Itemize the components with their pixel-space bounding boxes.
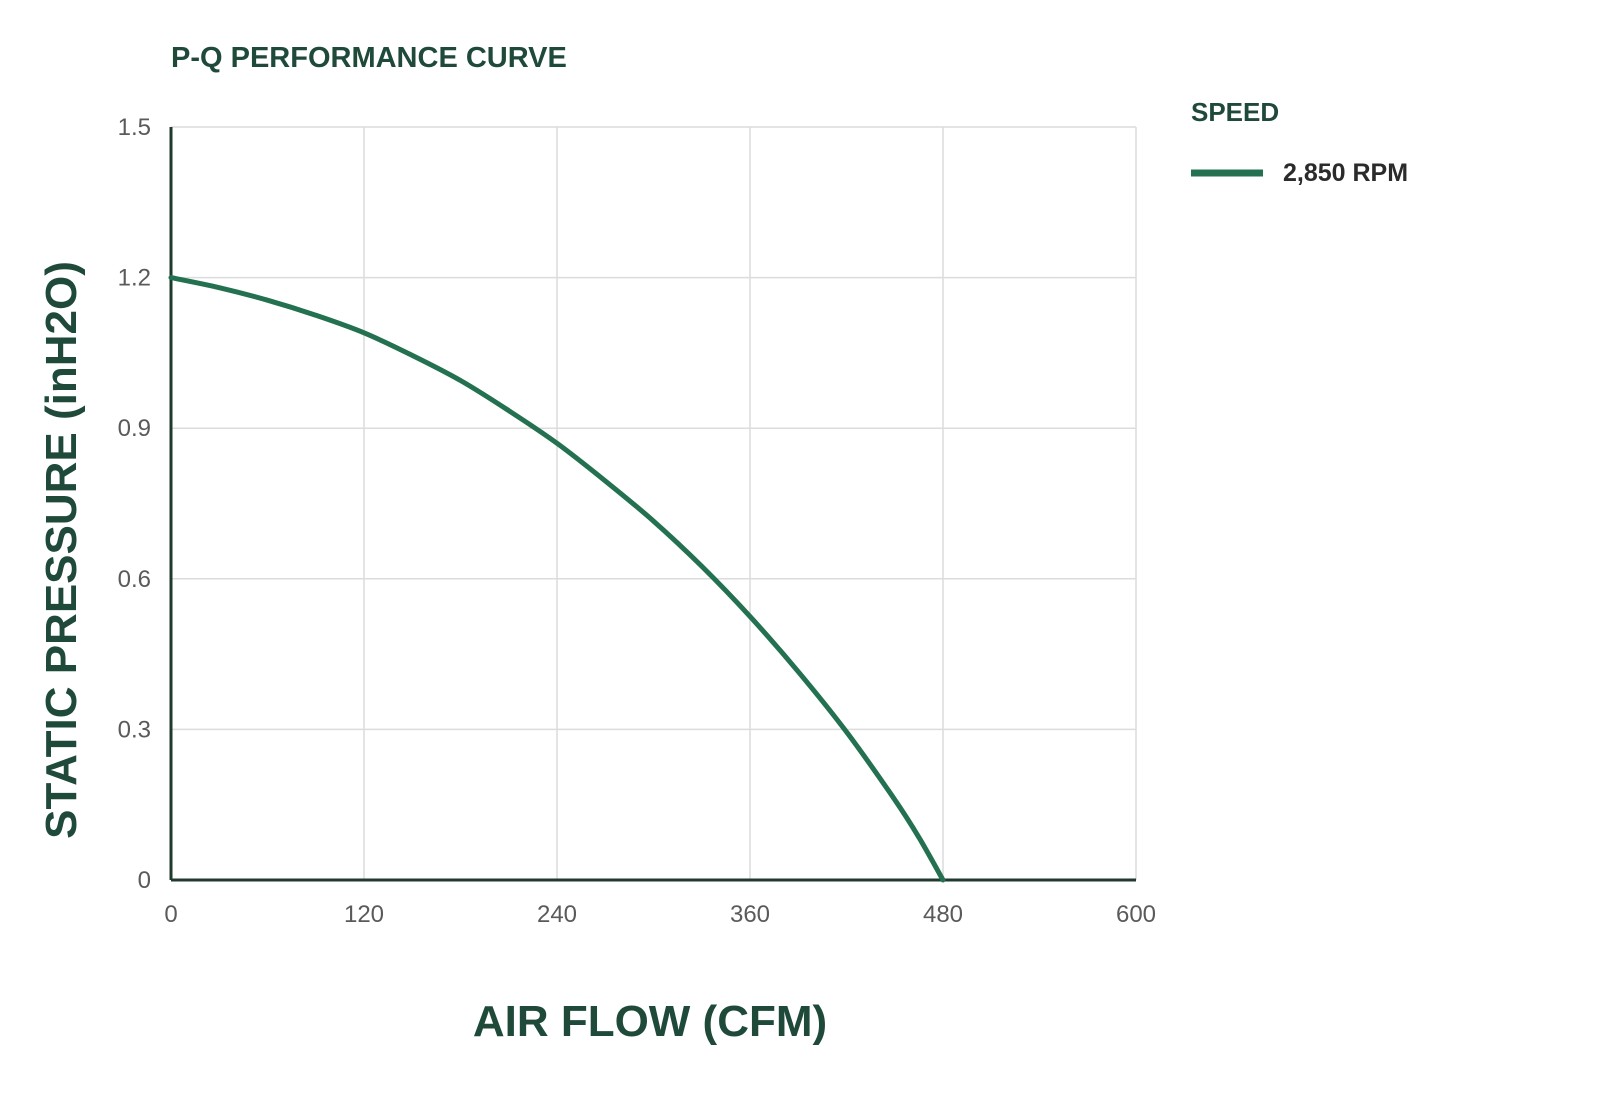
series-layer [168, 275, 946, 883]
y-tick-label: 0.9 [118, 415, 151, 442]
y-axis-title: STATIC PRESSURE (inH2O) [37, 261, 86, 839]
x-tick-label: 600 [1116, 901, 1156, 928]
y-tick-label: 0.3 [118, 716, 151, 743]
x-tick-label: 360 [730, 901, 770, 928]
legend-title: SPEED [1191, 97, 1279, 127]
x-axis-title: AIR FLOW (CFM) [473, 997, 827, 1046]
grid [171, 126, 1137, 880]
y-tick-label: 1.5 [118, 114, 151, 141]
x-tick-label: 120 [344, 901, 384, 928]
y-tick-label: 0 [138, 867, 151, 894]
x-tick-label: 0 [164, 901, 177, 928]
legend-label-2850-rpm: 2,850 RPM [1283, 159, 1408, 187]
y-tick-label: 1.2 [118, 265, 151, 292]
x-tick-label: 240 [537, 901, 577, 928]
x-tick-label: 480 [923, 901, 963, 928]
chart-title: P-Q PERFORMANCE CURVE [171, 42, 567, 74]
tick-labels: 0 120 240 360 480 600 0 0.3 0.6 0.9 1.2 1.5 [118, 114, 1156, 928]
legend: SPEED 2,850 RPM [1191, 97, 1408, 187]
series-line-2850-rpm [168, 275, 946, 883]
axes [169, 127, 1136, 882]
y-tick-label: 0.6 [118, 566, 151, 593]
